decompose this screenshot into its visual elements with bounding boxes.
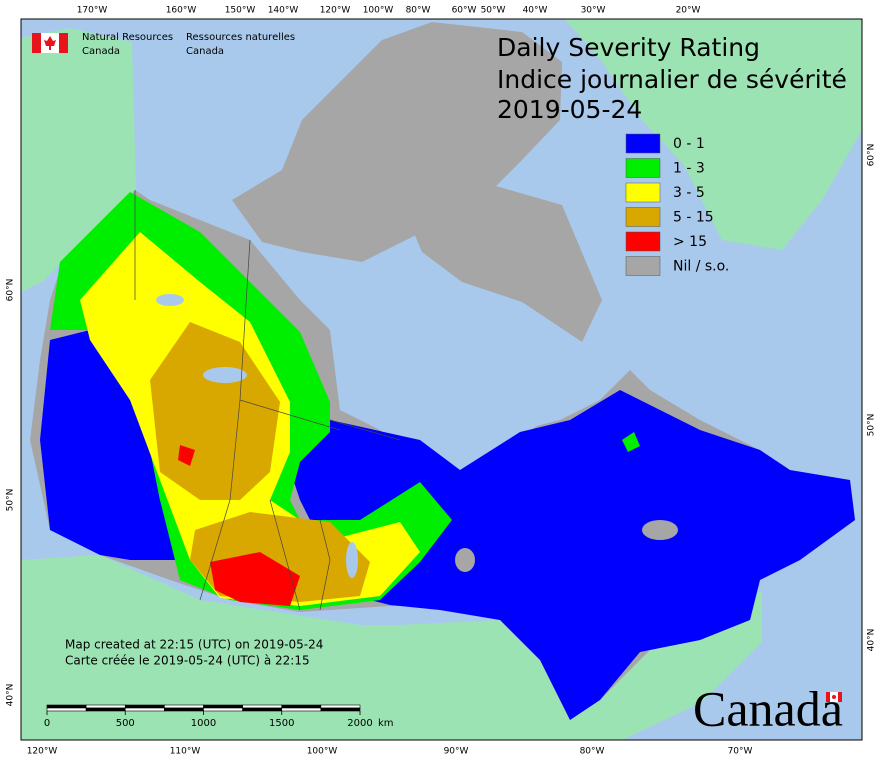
scale-bar: 0 500 1000 1500 2000 km <box>44 704 394 729</box>
legend-swatch <box>625 231 661 252</box>
arctic-islands <box>232 22 562 262</box>
legend-label: 5 - 15 <box>673 210 714 226</box>
severity-west-coast <box>40 330 180 560</box>
longitude-label: 40°W <box>523 6 548 16</box>
legend-label: 1 - 3 <box>673 161 705 177</box>
scale-segment <box>85 704 126 709</box>
hudson-bay <box>400 320 542 462</box>
scale-segment <box>124 707 165 712</box>
longitude-label: 60°W <box>452 6 477 16</box>
legend-swatch <box>625 182 661 203</box>
longitude-label: 120°W <box>320 6 351 16</box>
latitude-label: 60°N <box>6 279 16 302</box>
scale-segment <box>203 707 243 712</box>
longitude-label: 50°W <box>481 6 506 16</box>
flag-bar <box>838 692 842 702</box>
latitude-label: 50°N <box>6 489 16 512</box>
flag-bar <box>826 692 830 702</box>
legend-label: Nil / s.o. <box>673 259 729 275</box>
legend-swatch <box>625 256 661 276</box>
title: Daily Severity Rating <box>497 33 760 62</box>
scale-segment <box>164 707 204 712</box>
great-slave-lake <box>203 367 247 383</box>
agency-fr: Canada <box>186 46 224 57</box>
legend-swatch <box>625 207 661 227</box>
latitude-label: 60°N <box>867 144 877 167</box>
longitude-label: 120°W <box>27 747 58 757</box>
nodata-patch <box>642 520 678 540</box>
longitude-label: 90°W <box>444 747 469 757</box>
scale-segment <box>85 707 126 712</box>
scale-segment <box>203 704 243 709</box>
scale-label: 0 <box>44 718 50 729</box>
map-date: 2019-05-24 <box>497 95 642 124</box>
scale-segment <box>242 704 283 709</box>
wordmark: Canada <box>693 680 843 736</box>
longitude-label: 110°W <box>170 747 201 757</box>
longitude-label: 160°W <box>166 6 197 16</box>
scale-segment <box>164 704 204 709</box>
longitude-label: 80°W <box>406 6 431 16</box>
scale-label: 2000 <box>347 718 372 729</box>
scale-segment <box>320 707 361 712</box>
great-bear-lake <box>156 294 184 306</box>
map-frame <box>20 18 863 741</box>
severity-east <box>290 390 855 720</box>
scale-segment <box>46 704 87 709</box>
longitude-label: 100°W <box>307 747 338 757</box>
map <box>20 18 863 741</box>
legend-swatch <box>625 133 661 154</box>
scale-segment <box>281 704 322 709</box>
longitude-label: 80°W <box>580 747 605 757</box>
maple-leaf <box>832 695 836 699</box>
graticule-labels: 170°W 160°W 150°W 140°W 120°W 100°W 80°W 60°W 50… <box>6 6 877 757</box>
nodata-patch <box>455 548 475 572</box>
scale-label: 500 <box>116 718 135 729</box>
scale-segment <box>46 707 87 712</box>
flag-bar <box>32 33 41 53</box>
scale-segment <box>242 707 283 712</box>
legend-label: 0 - 1 <box>673 136 705 152</box>
scale-unit: km <box>378 718 394 729</box>
scale-label: 1000 <box>191 718 216 729</box>
agency-en: Natural Resources <box>82 32 173 43</box>
agency-signature: Natural Resources Canada Ressources natu… <box>32 32 295 57</box>
baffin-island <box>402 182 602 342</box>
agency-fr: Ressources naturelles <box>186 32 295 43</box>
severity-quebec-spot <box>622 432 640 452</box>
longitude-label: 100°W <box>363 6 394 16</box>
legend-label: 3 - 5 <box>673 185 705 201</box>
longitude-label: 140°W <box>268 6 299 16</box>
longitude-label: 30°W <box>581 6 606 16</box>
flag-bar <box>59 33 68 53</box>
scale-label: 1500 <box>269 718 294 729</box>
legend-label: > 15 <box>673 234 707 250</box>
province-border <box>134 190 401 611</box>
greenland <box>565 19 862 250</box>
canada-wordmark: Canada <box>693 680 843 736</box>
alaska <box>21 28 136 292</box>
footer-note: Map created at 22:15 (UTC) on 2019-05-24 <box>65 638 323 652</box>
scale-segment <box>320 704 361 709</box>
severity-spot-extreme <box>178 445 195 466</box>
latitude-label: 40°N <box>867 629 877 652</box>
scale-segment <box>124 704 165 709</box>
latitude-label: 50°N <box>867 414 877 437</box>
longitude-label: 150°W <box>225 6 256 16</box>
lake-winnipeg <box>346 542 358 578</box>
latitude-label: 40°N <box>6 684 16 707</box>
longitude-label: 20°W <box>676 6 701 16</box>
footer-note: Carte créée le 2019-05-24 (UTC) à 22:15 <box>65 654 310 668</box>
longitude-label: 170°W <box>77 6 108 16</box>
title-fr: Indice journalier de sévérité <box>497 65 847 94</box>
severity-prairie-extreme <box>210 552 300 606</box>
maple-leaf <box>44 36 56 50</box>
longitude-label: 70°W <box>728 747 753 757</box>
scale-segment <box>281 707 322 712</box>
legend-swatch <box>625 158 661 178</box>
agency-en: Canada <box>82 46 120 57</box>
legend: 0 - 1 1 - 3 3 - 5 5 - 15 > 15 Nil / s.o. <box>625 133 729 276</box>
